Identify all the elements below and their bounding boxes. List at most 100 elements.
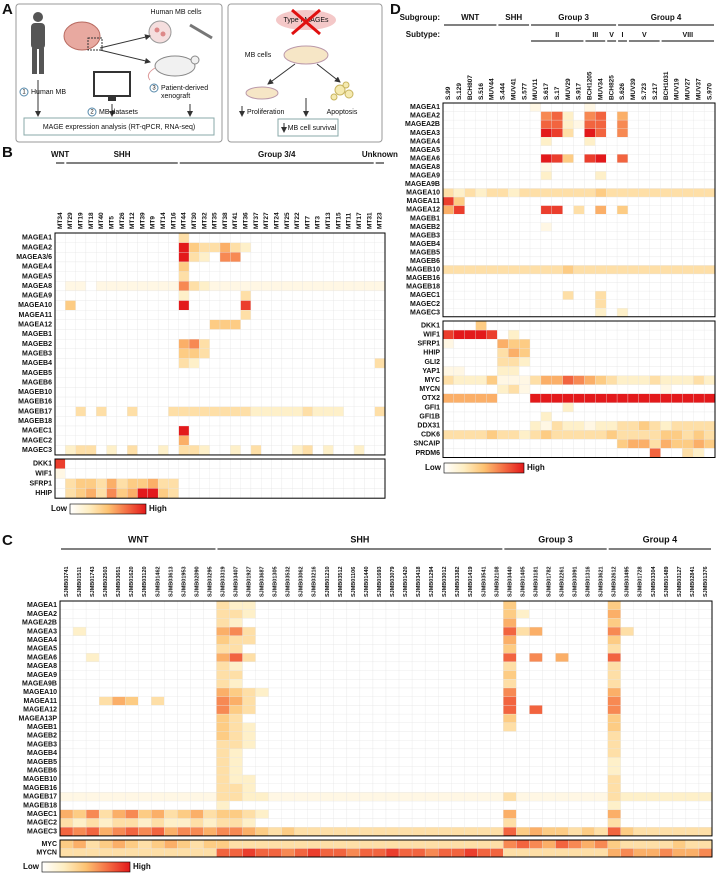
heatmap-cell [424,818,439,828]
heatmap-cell [112,653,126,663]
heatmap-cell [322,252,334,263]
heatmap-cell [96,300,107,311]
heatmap-cell [486,102,498,112]
heatmap-cell [529,231,542,240]
heatmap-cell [516,766,530,776]
column-label: SJMB02612 [612,566,618,597]
heatmap-cell [594,848,608,858]
heatmap-cell [693,299,705,309]
heatmap-cell [660,213,672,223]
heatmap-cell [594,800,608,810]
heatmap-cell [529,273,542,283]
heatmap-cell [529,705,543,715]
heatmap-cell [682,348,694,358]
heatmap-cell [519,231,531,240]
heatmap-cell [372,766,387,776]
subtype-label: V [609,32,614,39]
heatmap-cell [693,393,705,404]
heatmap-cell [157,406,169,417]
heatmap-cell [519,222,531,232]
heatmap-cell [359,748,374,758]
heatmap-cell [542,635,556,645]
heatmap-cell [607,792,621,802]
heatmap-cell [59,653,74,663]
group-label: Group 3/4 [258,150,296,159]
column-label: S.617 [543,83,550,100]
heatmap-cell [72,766,87,776]
heatmap-cell [364,468,375,479]
heatmap-cell [333,839,348,849]
heatmap-cell [540,448,552,458]
heatmap-cell [682,179,694,189]
heatmap-cell [453,213,465,223]
heatmap-cell [54,348,66,359]
heatmap-cell [703,411,716,422]
heatmap-cell [497,348,509,358]
heatmap-cell [312,329,324,340]
heatmap-cell [584,137,596,146]
heatmap-cell [333,679,348,689]
heatmap-cell [516,839,530,849]
heatmap-cell [203,618,217,628]
heatmap-cell [177,713,191,723]
heatmap-cell [85,818,100,828]
heatmap-cell [312,271,324,282]
heatmap-cell [464,618,478,628]
heatmap-cell [116,348,128,359]
heatmap-cell [616,128,629,138]
heatmap-cell [96,348,107,359]
heatmap-cell [633,818,647,828]
heatmap-cell [616,154,629,164]
heatmap-cell [529,848,543,858]
heatmap-cell [581,661,595,671]
heatmap-cell [477,679,491,689]
heatmap-cell [372,626,387,636]
heatmap-cell [573,248,585,258]
row-label: MAGEC1 [22,428,52,435]
heatmap-cell [353,435,365,446]
heatmap-cell [562,102,574,112]
heatmap-cell [209,406,221,417]
heatmap-cell [620,687,634,697]
heatmap-cell [177,757,191,767]
heatmap-cell [54,300,66,311]
heatmap-cell [333,232,344,243]
row-label: MAGEA9B [405,181,440,188]
heatmap-cell [424,792,439,802]
heatmap-cell [671,339,683,349]
heatmap-cell [168,396,179,407]
heatmap-cell [302,458,313,469]
heatmap-cell [529,809,543,819]
heatmap-cell [178,242,190,253]
heatmap-cell [672,679,687,689]
heatmap-cell [671,188,683,198]
heatmap-cell [698,722,713,732]
heatmap-cell [96,488,107,499]
heatmap-cell [671,357,683,367]
heatmap-cell [209,488,221,499]
heatmap-cell [240,319,252,330]
heatmap-cell [497,205,509,215]
heatmap-cell [359,705,374,715]
heatmap-cell [503,653,517,663]
heatmap-cell [497,248,509,258]
heatmap-cell [320,644,334,654]
heatmap-cell [451,661,465,671]
heatmap-cell [606,119,618,129]
heatmap-cell [281,731,295,741]
heatmap-cell [138,679,152,689]
heatmap-cell [255,618,269,628]
heatmap-cell [106,271,118,282]
heatmap-cell [620,848,634,858]
heatmap-cell [627,111,639,121]
column-label: SJMB01620 [129,566,135,597]
heatmap-cell [242,748,256,758]
heatmap-cell [147,348,159,359]
heatmap-cell [503,679,517,689]
heatmap-cell [584,339,596,349]
heatmap-cell [65,261,76,272]
heatmap-cell [477,644,491,654]
heatmap-cell [59,600,74,610]
heatmap-cell [698,731,713,741]
